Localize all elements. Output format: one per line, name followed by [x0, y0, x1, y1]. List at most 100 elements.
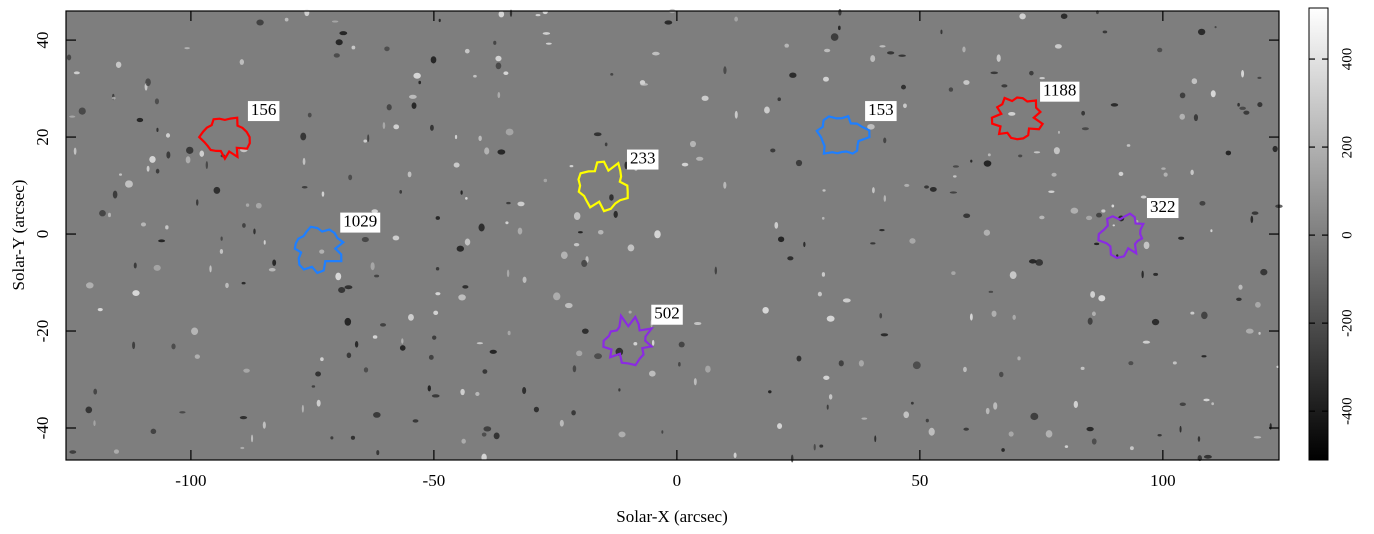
speckle [412, 419, 419, 423]
speckle [880, 333, 889, 337]
speckle [824, 48, 831, 53]
speckle [185, 156, 191, 164]
speckle [495, 55, 502, 62]
speckle [453, 162, 460, 168]
speckle [870, 55, 876, 63]
speckle [1008, 112, 1016, 116]
speckle [300, 132, 307, 141]
speckle [951, 271, 956, 275]
plot-frame [65, 10, 1280, 461]
x-tick-label: -100 [175, 471, 206, 490]
speckle [93, 388, 98, 395]
speckle [910, 401, 914, 405]
speckle [239, 59, 245, 65]
speckle [627, 244, 635, 252]
speckle [903, 103, 907, 109]
speckle [408, 314, 414, 321]
speckle [925, 418, 929, 423]
speckle [1017, 356, 1021, 361]
speckle [86, 282, 94, 289]
speckle [1033, 151, 1041, 154]
speckle [489, 349, 497, 354]
speckle [401, 338, 404, 344]
speckle [315, 371, 321, 377]
speckle [953, 175, 957, 178]
region-label-box [865, 101, 897, 122]
speckle [784, 43, 790, 48]
speckle [535, 14, 541, 17]
speckle [438, 18, 441, 23]
speckle [506, 201, 511, 205]
speckle [320, 357, 324, 362]
speckle [367, 134, 370, 142]
speckle [640, 82, 648, 86]
speckle [493, 40, 497, 45]
region-label: 322 [1150, 197, 1176, 216]
speckle [1001, 448, 1005, 452]
speckle [817, 291, 822, 297]
speckle [522, 386, 527, 395]
speckle [842, 298, 851, 303]
speckle [988, 290, 994, 293]
speckle [399, 190, 403, 194]
region-label-box [1146, 198, 1179, 219]
speckle [413, 72, 421, 79]
speckle [1057, 130, 1061, 134]
speckle [999, 371, 1004, 378]
region-label: 156 [251, 100, 277, 119]
speckle [111, 96, 116, 100]
speckle [464, 238, 471, 246]
region-label: 1188 [1043, 81, 1076, 100]
speckle [858, 360, 864, 367]
speckle [478, 223, 485, 232]
speckle [351, 45, 356, 50]
speckle [427, 385, 431, 392]
speckle [153, 264, 161, 271]
speckle [302, 157, 306, 166]
speckle [179, 411, 186, 414]
speckle [150, 428, 157, 434]
speckle [456, 245, 465, 252]
speckle [85, 406, 93, 414]
speckle [433, 310, 439, 316]
speckle [1064, 445, 1069, 448]
speckle [225, 282, 229, 289]
speckle [495, 62, 502, 70]
speckle [1210, 229, 1213, 233]
speckle [826, 315, 835, 322]
speckle [993, 402, 998, 410]
speckle [255, 202, 262, 209]
speckle [165, 133, 171, 138]
speckle [435, 292, 441, 296]
speckle [166, 151, 171, 159]
colorbar-tick-label: 400 [1339, 48, 1355, 71]
speckle [1039, 215, 1045, 220]
speckle [115, 61, 122, 68]
speckle [376, 450, 380, 456]
speckle [497, 149, 506, 155]
speckle [493, 432, 500, 440]
speckle [681, 162, 689, 167]
speckle [654, 230, 661, 239]
speckle [1087, 317, 1093, 325]
speckle [694, 321, 702, 326]
speckle [465, 197, 468, 200]
speckle [363, 367, 369, 373]
speckle [1053, 147, 1060, 155]
speckle [213, 186, 221, 194]
speckle [1085, 215, 1093, 221]
speckle [132, 290, 140, 296]
speckle [418, 80, 422, 85]
speckle [517, 201, 525, 207]
speckle [316, 399, 321, 407]
speckle [572, 365, 577, 373]
speckle [1009, 271, 1017, 279]
speckle [461, 438, 466, 444]
speckle [904, 183, 910, 187]
speckle [1241, 70, 1245, 78]
speckle [838, 9, 842, 16]
speckle [503, 71, 509, 76]
speckle [335, 39, 343, 46]
speckle [205, 161, 209, 170]
speckles [66, 8, 1283, 463]
